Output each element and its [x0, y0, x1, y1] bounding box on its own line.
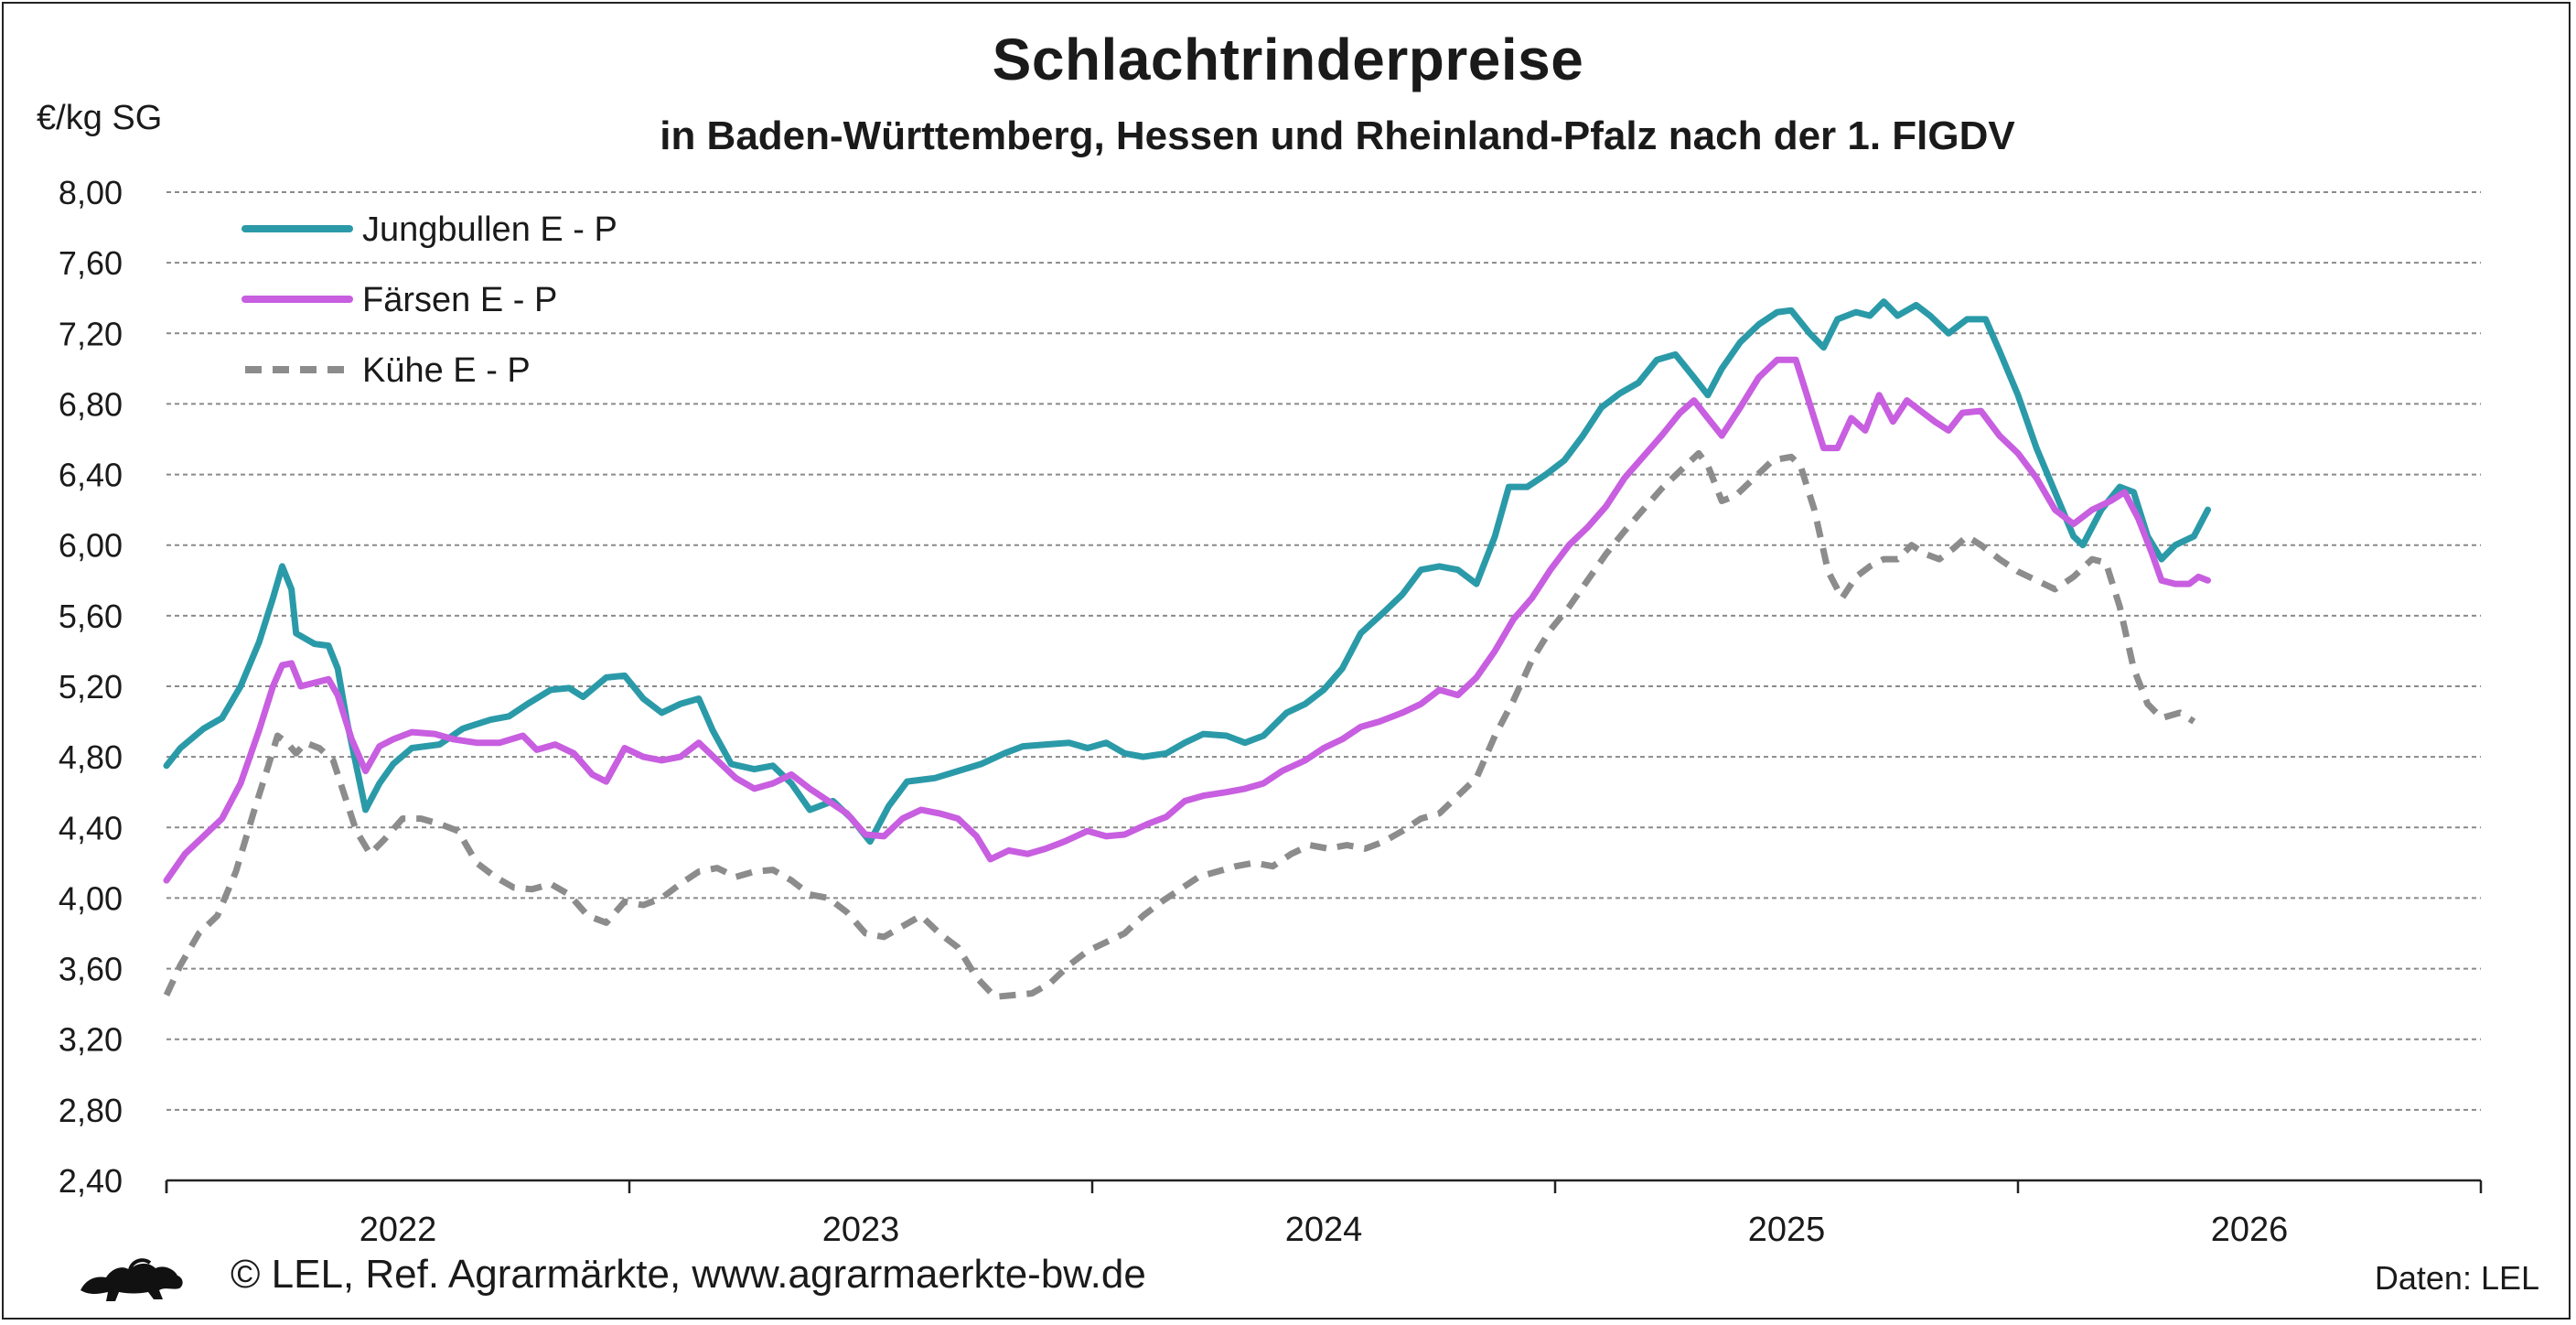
x-tick-label: 2026 [2211, 1211, 2289, 1249]
lion-logo-icon [80, 1258, 183, 1301]
y-tick-labels: 8,00 7,60 7,20 6,80 6,40 6,00 5,60 5,20 4,80 4,40… [59, 174, 123, 1200]
series-lines [163, 298, 2211, 1000]
chart-subtitle: in Baden-Württemberg, Hessen und Rheinla… [660, 113, 2015, 158]
x-tick-label: 2023 [822, 1211, 900, 1249]
y-tick-label: 8,00 [59, 174, 123, 211]
series-line-1 [163, 298, 2211, 846]
y-tick-label: 2,40 [59, 1162, 123, 1200]
y-tick-label: 5,20 [59, 668, 123, 706]
legend: Jungbullen E - P Färsen E - P Kühe E - P [242, 210, 617, 390]
data-source: Daten: LEL [2374, 1259, 2539, 1297]
y-tick-label: 4,00 [59, 879, 123, 917]
x-tick-label: 2022 [360, 1211, 437, 1249]
y-tick-label: 2,80 [59, 1092, 123, 1129]
x-tick-label: 2025 [1748, 1211, 1826, 1249]
y-tick-label: 4,40 [59, 809, 123, 846]
y-tick-label: 4,80 [59, 738, 123, 776]
gridlines [166, 191, 2481, 1111]
legend-label: Jungbullen E - P [362, 210, 617, 249]
y-tick-label: 7,20 [59, 315, 123, 352]
x-tick-label: 2024 [1285, 1211, 1363, 1249]
legend-label: Kühe E - P [362, 351, 531, 390]
x-axis: 2022 2023 2024 2025 2026 [165, 1179, 2483, 1249]
y-tick-label: 7,60 [59, 244, 123, 282]
y-tick-label: 6,80 [59, 385, 123, 423]
series-line-3 [163, 449, 2196, 1000]
y-tick-label: 5,60 [59, 598, 123, 635]
y-tick-label: 6,40 [59, 457, 123, 494]
chart-title: Schlachtrinderpreise [992, 27, 1584, 92]
y-tick-label: 3,20 [59, 1021, 123, 1059]
legend-label: Färsen E - P [362, 281, 557, 319]
y-tick-label: 3,60 [59, 951, 123, 988]
y-tick-label: 6,00 [59, 527, 123, 565]
copyright-text: © LEL, Ref. Agrarmärkte, www.agrarmaerkt… [231, 1252, 1146, 1297]
series-line-2 [163, 356, 2211, 884]
y-axis-unit: €/kg SG [37, 99, 163, 137]
